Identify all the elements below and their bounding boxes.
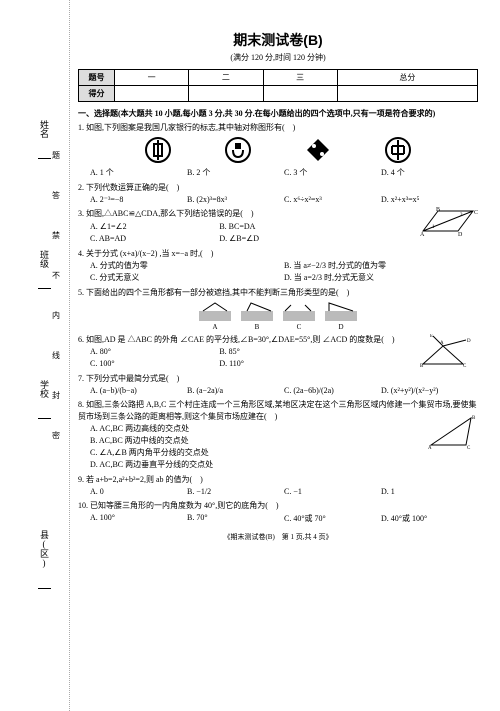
svg-text:B: B bbox=[420, 364, 424, 368]
q6-triangle: E A D B C bbox=[418, 334, 478, 368]
question-5: 5. 下面给出的四个三角形都有一部分被遮挡,其中不能判断三角形类型的是( ) bbox=[78, 287, 478, 298]
score-table: 题号 一 二 三 总分 得分 bbox=[78, 69, 478, 102]
svg-text:A: A bbox=[420, 232, 425, 238]
bank-logos bbox=[118, 137, 438, 163]
bank-icon-2 bbox=[225, 137, 251, 163]
q10-opts: A. 100°B. 70°C. 40°或 70°D. 40°或 100° bbox=[90, 513, 478, 524]
question-9: 9. 若 a+b=2,a²+b²=2,则 ab 的值为( ) bbox=[78, 474, 478, 485]
question-2: 2. 下列代数运算正确的是( ) bbox=[78, 182, 478, 193]
page-footer: 《期末测试卷(B) 第 1 页,共 4 页》 bbox=[78, 532, 478, 542]
score-cell bbox=[337, 86, 477, 102]
score-row-0: 得分 bbox=[79, 86, 115, 102]
page-content: 期末测试卷(B) (满分 120 分,时间 120 分钟) 题号 一 二 三 总… bbox=[78, 30, 478, 542]
score-col-3: 三 bbox=[263, 70, 337, 86]
q1-opts: A. 1 个B. 2 个C. 3 个D. 4 个 bbox=[90, 167, 478, 178]
question-3: 3. 如图,△ABC≌△CDA,那么下列结论错误的是( ) AB CD 12 bbox=[78, 208, 478, 219]
label-school: 学校 bbox=[38, 380, 51, 419]
seal-0: 题 bbox=[52, 150, 60, 161]
svg-text:C: C bbox=[463, 364, 467, 368]
label-class: 班级 bbox=[38, 250, 51, 289]
svg-text:1: 1 bbox=[432, 225, 435, 230]
score-cell bbox=[263, 86, 337, 102]
bank-icon-1 bbox=[145, 137, 171, 163]
seal-2: 禁 bbox=[52, 230, 60, 241]
shape-b bbox=[241, 301, 273, 321]
question-8: 8. 如图,三条公路把 A,B,C 三个村庄连成一个三角形区域,某地区决定在这个… bbox=[78, 399, 478, 421]
bank-icon-4 bbox=[385, 137, 411, 163]
q8-opts: A. AC,BC 两边高线的交点处B. AC,BC 两边中线的交点处C. ∠A,… bbox=[90, 423, 410, 471]
svg-text:B: B bbox=[472, 416, 476, 421]
question-10: 10. 已知等腰三角形的一内角度数为 40°,则它的底角为( ) bbox=[78, 500, 478, 511]
seal-5: 线 bbox=[52, 350, 60, 361]
seal-1: 答 bbox=[52, 190, 60, 201]
page-title: 期末测试卷(B) bbox=[78, 30, 478, 50]
svg-text:E: E bbox=[430, 334, 433, 339]
q9-opts: A. 0B. −1/2C. −1D. 1 bbox=[90, 487, 478, 496]
seal-7: 密 bbox=[52, 430, 60, 441]
svg-text:C: C bbox=[467, 446, 471, 451]
q3-triangle: AB CD 12 bbox=[418, 206, 478, 238]
score-col-1: 一 bbox=[115, 70, 189, 86]
score-col-2: 二 bbox=[189, 70, 263, 86]
question-7: 7. 下列分式中最简分式是( ) bbox=[78, 373, 478, 384]
svg-text:C: C bbox=[474, 210, 478, 216]
seal-6: 封 bbox=[52, 390, 60, 401]
shape-a bbox=[199, 301, 231, 321]
svg-text:D: D bbox=[458, 232, 463, 238]
page-subtitle: (满分 120 分,时间 120 分钟) bbox=[78, 52, 478, 63]
binding-margin: 姓名 班级 学校 县(区) 题 答 禁 不 内 线 封 密 bbox=[0, 0, 70, 711]
score-cell bbox=[115, 86, 189, 102]
q7-opts: A. (a−b)/(b−a)B. (a−2a)/aC. (2a−6b)/(2a)… bbox=[90, 386, 478, 395]
section-1-title: 一、选择题(本大题共 10 小题,每小题 3 分,共 30 分.在每小题给出的四… bbox=[78, 108, 478, 119]
shape-d bbox=[325, 301, 357, 321]
shape-c bbox=[283, 301, 315, 321]
label-county: 县(区) bbox=[38, 530, 51, 589]
svg-text:A: A bbox=[428, 446, 432, 451]
question-6: 6. 如图,AD 是 △ABC 的外角 ∠CAE 的平分线,∠B=30°,∠DA… bbox=[78, 334, 478, 345]
label-name: 姓名 bbox=[38, 120, 51, 159]
score-cell bbox=[189, 86, 263, 102]
svg-text:D: D bbox=[467, 339, 471, 344]
bank-icon-3 bbox=[305, 137, 331, 163]
score-col-0: 题号 bbox=[79, 70, 115, 86]
question-1: 1. 如图,下列图案是我国几家银行的标志,其中轴对称图形有( ) bbox=[78, 122, 478, 133]
q2-opts: A. 2⁻³=−8B. (2x)³=8x³C. x⁶÷x²=x³D. x²+x³… bbox=[90, 195, 478, 204]
svg-text:A: A bbox=[440, 341, 444, 346]
q4-opts: A. 分式的值为零B. 当 a≠−2/3 时,分式的值为零 C. 分式无意义D.… bbox=[90, 260, 478, 284]
question-4: 4. 关于分式 (x+a)/(x−2) ,当 x=−a 时,( ) bbox=[78, 248, 478, 259]
seal-4: 内 bbox=[52, 310, 60, 321]
q5-shapes: A B C D bbox=[78, 301, 478, 331]
svg-text:B: B bbox=[436, 207, 440, 213]
q8-triangle: A B C bbox=[426, 413, 478, 451]
score-col-4: 总分 bbox=[337, 70, 477, 86]
seal-3: 不 bbox=[52, 270, 60, 281]
